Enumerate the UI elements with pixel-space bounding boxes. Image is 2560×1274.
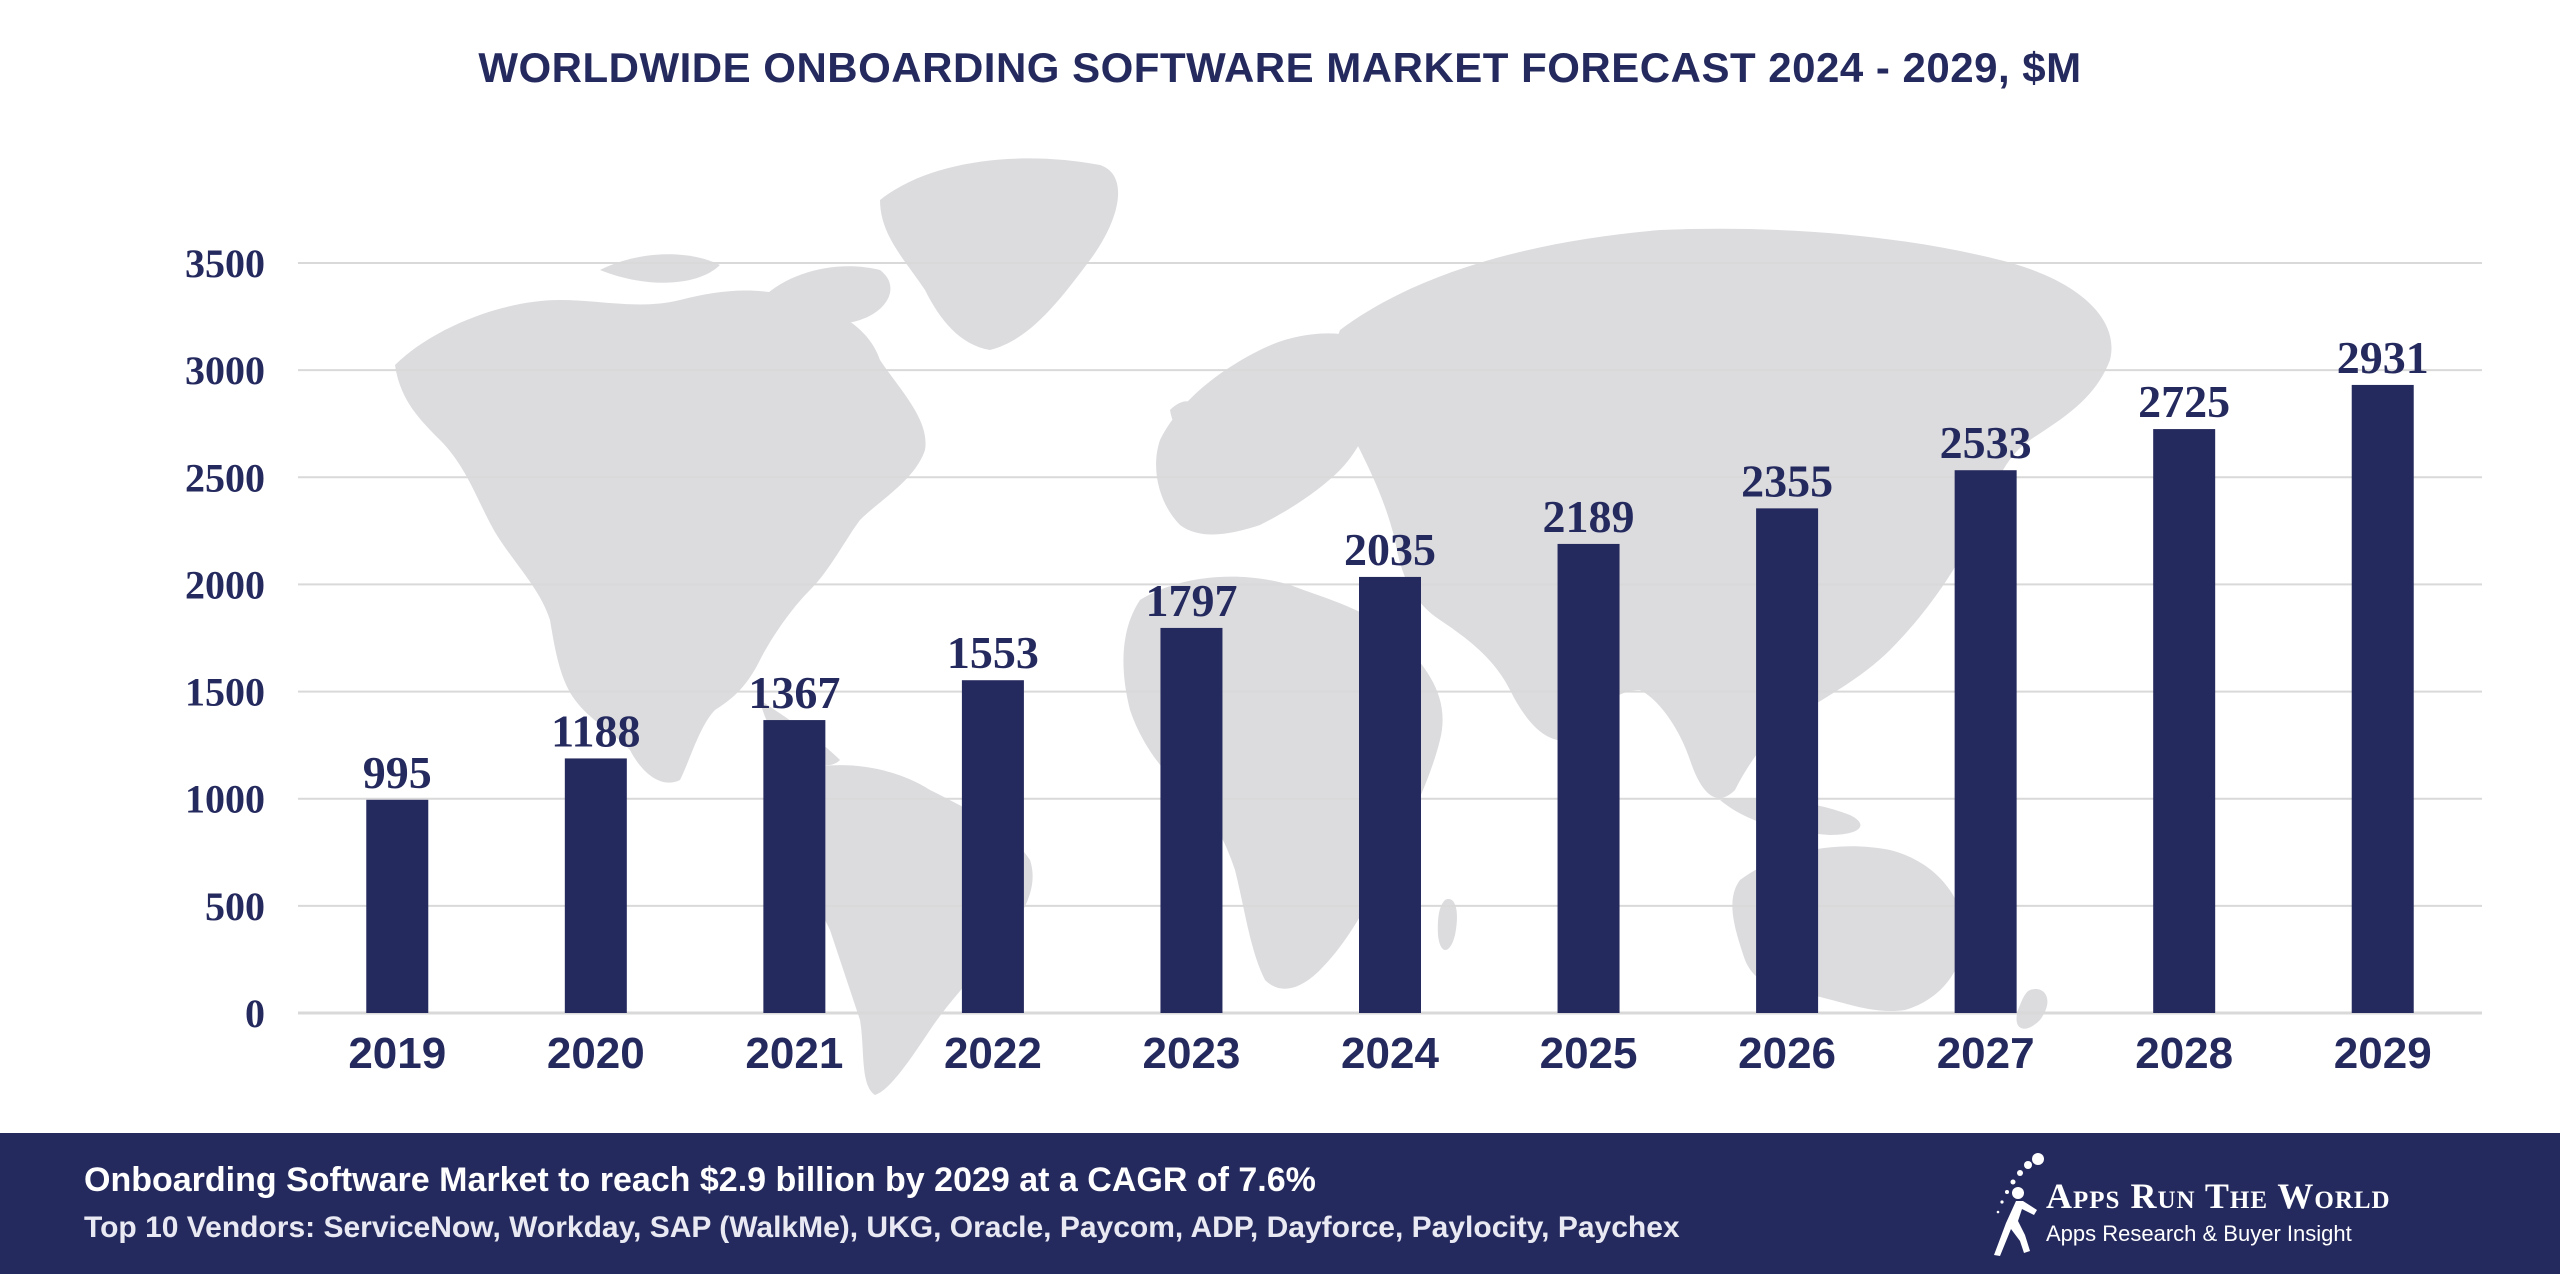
logo: Apps Run The World Apps Research & Buyer… [1976,1149,2496,1261]
bar-2022 [961,680,1024,1013]
bar-2023 [1160,627,1223,1013]
bar-2028 [2153,429,2216,1014]
data-label-2028: 2725 [2138,376,2230,427]
y-tick-label: 3500 [185,241,265,286]
data-label-2021: 1367 [748,667,840,718]
y-tick-label: 3000 [185,348,265,393]
logo-tagline: Apps Research & Buyer Insight [2046,1221,2352,1246]
data-label-2024: 2035 [1344,524,1436,575]
footer-vendors: Top 10 Vendors: ServiceNow, Workday, SAP… [84,1211,1680,1244]
bar-2024 [1359,576,1421,1013]
y-tick-label: 0 [245,991,265,1036]
x-tick-label-2026: 2026 [1738,1029,1836,1078]
runner-icon [1994,1153,2044,1256]
logo-name: Apps Run The World [2046,1176,2391,1216]
y-tick-label: 1500 [185,670,265,715]
y-tick-label: 2000 [185,562,265,607]
data-label-2026: 2355 [1741,455,1833,506]
x-tick-label-2024: 2024 [1341,1029,1439,1078]
footer-headline: Onboarding Software Market to reach $2.9… [84,1161,1316,1199]
bar-2025 [1557,543,1620,1013]
bar-2021 [763,720,826,1013]
bar-2027 [1954,470,2017,1013]
data-label-2025: 2189 [1543,491,1635,542]
data-label-2023: 1797 [1145,575,1237,626]
x-tick-label-2020: 2020 [547,1029,645,1078]
data-label-2019: 995 [363,747,432,798]
world-map-background [395,158,2112,1095]
chart-title: WORLDWIDE ONBOARDING SOFTWARE MARKET FOR… [478,44,2082,91]
bar-2026 [1756,508,1819,1013]
y-tick-label: 1000 [185,777,265,822]
bars [366,384,2414,1014]
data-label-2022: 1553 [947,627,1039,678]
bar-2020 [564,758,627,1013]
y-axis-tick-labels: 0 500 1000 1500 2000 2500 3000 3500 [185,241,265,1036]
y-tick-label: 2500 [185,455,265,500]
bar-2019 [366,799,429,1013]
x-tick-label-2021: 2021 [745,1029,843,1078]
data-label-2029: 2931 [2337,332,2429,383]
x-tick-label-2028: 2028 [2135,1029,2233,1078]
y-tick-label: 500 [205,884,265,929]
x-tick-label-2029: 2029 [2334,1029,2432,1078]
data-label-2027: 2533 [1940,417,2032,468]
x-tick-label-2019: 2019 [348,1029,446,1078]
x-tick-label-2025: 2025 [1540,1029,1638,1078]
bar-2029 [2351,384,2414,1013]
data-labels: 995 1188 1367 1553 1797 2035 2189 2355 2533 2725 2… [363,332,2429,798]
data-label-2020: 1188 [551,705,640,756]
x-tick-label-2022: 2022 [944,1029,1042,1078]
x-tick-label-2027: 2027 [1937,1029,2035,1078]
footer-banner: Onboarding Software Market to reach $2.9… [0,1133,2560,1274]
x-tick-label-2023: 2023 [1143,1029,1241,1078]
bar-chart: 0 500 1000 1500 2000 2500 3000 3500 995 1188 1367… [185,158,2482,1095]
x-axis-tick-labels: 2019 2020 2021 2022 2023 2024 2025 2026 2027 2028… [348,1029,2431,1078]
